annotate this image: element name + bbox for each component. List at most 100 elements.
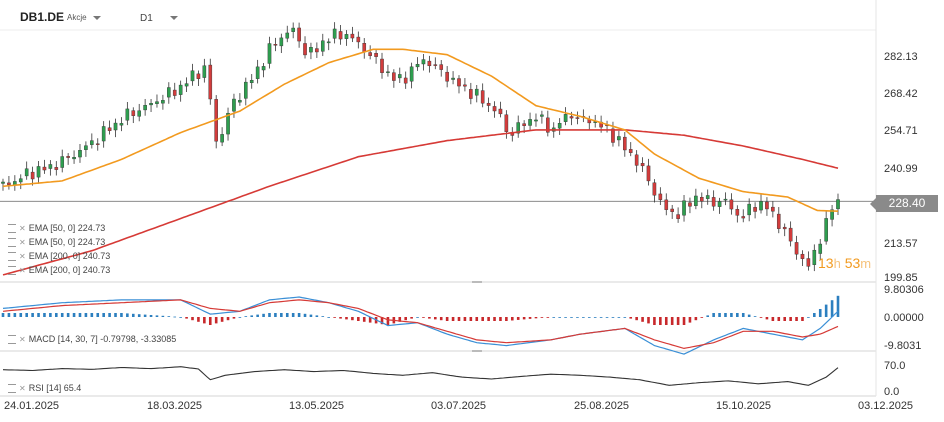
macd-histogram-bar (682, 317, 686, 325)
timeframe-label[interactable]: D1 (140, 13, 153, 24)
macd-histogram-bar (564, 317, 567, 318)
candle-body (238, 100, 242, 103)
macd-histogram-bar (404, 317, 407, 321)
macd-histogram-bar (31, 313, 34, 317)
macd-histogram-bar (718, 313, 721, 317)
legend-ema200-b[interactable]: ✕ EMA [200, 0] 240.73 (8, 265, 111, 276)
legend-ema50-a[interactable]: ✕ EMA [50, 0] 224.73 (8, 223, 106, 234)
macd-histogram-bar (428, 317, 431, 319)
candle-body (66, 156, 70, 158)
legend-ema200-a[interactable]: ✕ EMA [200, 0] 240.73 (8, 251, 110, 262)
candle-body (403, 77, 408, 84)
macd-histogram-bar (161, 315, 165, 317)
close-icon[interactable]: ✕ (19, 238, 26, 247)
legend-ema50-a-label: EMA [50, 0] 224.73 (28, 223, 106, 233)
macd-histogram-bar (291, 313, 295, 317)
macd-histogram-bar (137, 314, 141, 317)
candle-body (226, 112, 230, 135)
candle-body (184, 83, 189, 87)
macd-histogram-bar (126, 313, 129, 317)
close-icon[interactable]: ✕ (19, 384, 26, 393)
candle-body (664, 199, 669, 210)
candle-body (457, 78, 461, 87)
candle-body (143, 105, 147, 111)
candle-body (439, 64, 444, 70)
macd-histogram-bar (706, 315, 710, 317)
macd-histogram-bar (818, 309, 822, 317)
macd-histogram-bar (522, 317, 526, 320)
candle-body (167, 87, 171, 98)
macd-histogram-bar (422, 317, 425, 318)
candle-body (279, 37, 284, 47)
legend-rsi[interactable]: ✕ RSI [14] 65.4 (8, 383, 82, 394)
macd-histogram-bar (368, 317, 372, 323)
macd-histogram-bar (552, 317, 556, 318)
candle-body (806, 258, 811, 267)
candle-body (575, 117, 580, 119)
macd-histogram-bar (434, 317, 437, 320)
candle-body (291, 27, 295, 32)
macd-histogram-bar (386, 317, 390, 325)
macd-histogram-bar (516, 317, 520, 320)
candle-body (208, 64, 213, 100)
macd-histogram-bar (676, 317, 680, 325)
macd-histogram-bar (13, 313, 17, 317)
macd-histogram-bar (445, 317, 449, 321)
macd-histogram-bar (540, 317, 544, 318)
candle-body (7, 182, 11, 185)
candle-body (540, 114, 544, 117)
candle-body (747, 203, 751, 216)
candle-body (1, 181, 5, 184)
candle-body (682, 200, 686, 216)
legend-macd[interactable]: ✕ MACD [14, 30, 7] -0.79798, -3.33085 (8, 334, 176, 345)
x-tick-label: 03.07.2025 (431, 400, 487, 412)
close-icon[interactable]: ✕ (19, 266, 26, 275)
legend-rsi-label: RSI [14] 65.4 (28, 383, 82, 393)
candle-body (759, 201, 763, 211)
close-icon[interactable]: ✕ (19, 224, 26, 233)
macd-histogram-bar (558, 317, 561, 318)
macd-histogram-bar (753, 316, 757, 318)
candle-body (386, 71, 390, 73)
candle-body (824, 218, 828, 242)
candle-body (113, 122, 118, 131)
macd-histogram-bar (659, 317, 662, 325)
candle-body (445, 71, 449, 82)
x-tick-label: 24.01.2025 (4, 400, 60, 412)
macd-histogram-bar (357, 317, 360, 321)
candle-body (178, 84, 183, 95)
macd-histogram-bar (362, 317, 366, 322)
settings-icon[interactable] (8, 384, 16, 394)
current-price-badge: 228.40 (870, 195, 938, 212)
macd-histogram-bar (587, 317, 591, 318)
macd-tick-label: 0.00000 (884, 312, 924, 324)
candle-body (652, 182, 657, 196)
macd-histogram-bar (451, 317, 455, 321)
pane-resize-handle (472, 350, 482, 352)
macd-histogram-bar (777, 317, 781, 321)
macd-histogram-bar (155, 315, 159, 317)
settings-icon[interactable] (8, 266, 16, 276)
close-icon[interactable]: ✕ (19, 252, 26, 261)
settings-icon[interactable] (8, 224, 16, 234)
instrument-type-label: Akcje (67, 13, 87, 22)
x-tick-label: 25.08.2025 (574, 400, 630, 412)
macd-signal-line (2, 299, 839, 350)
legend-ema200-b-label: EMA [200, 0] 240.73 (28, 265, 111, 275)
macd-histogram-bar (475, 317, 479, 321)
macd-histogram-bar (66, 313, 70, 317)
settings-icon[interactable] (8, 335, 16, 345)
macd-histogram-bar (226, 317, 230, 321)
candle-body (332, 28, 337, 39)
candle-body (557, 123, 562, 129)
close-icon[interactable]: ✕ (19, 335, 26, 344)
candle-body (723, 198, 728, 201)
symbol-label[interactable]: DB1.DE (20, 10, 65, 24)
legend-ema50-b[interactable]: ✕ EMA [50, 0] 224.73 (8, 237, 105, 248)
macd-histogram-bar (570, 317, 573, 318)
settings-icon[interactable] (8, 252, 16, 262)
candle-body (397, 74, 402, 79)
settings-icon[interactable] (8, 238, 16, 248)
macd-histogram-bar (599, 317, 603, 318)
